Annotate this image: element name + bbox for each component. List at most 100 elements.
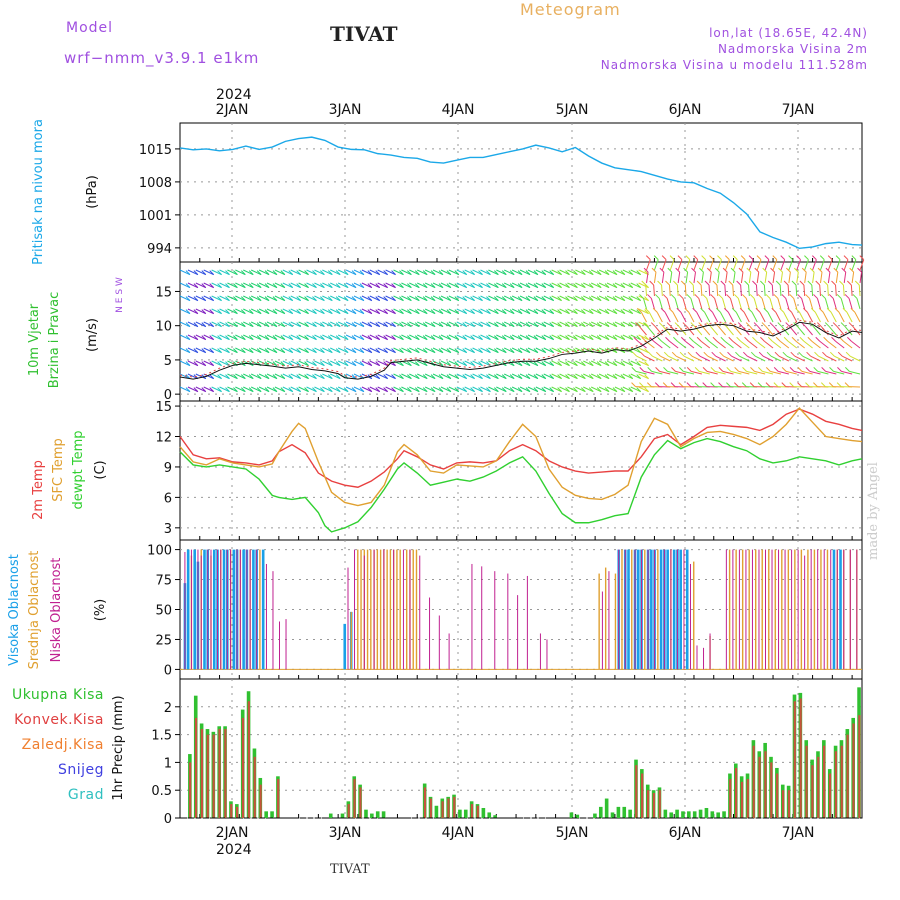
wind-barb-flag [680,336,686,342]
precip-total-bar [364,809,368,818]
wind-barb [519,308,531,315]
wind-barb [796,259,801,271]
wind-barb-flag [240,335,246,341]
wind-barb [707,355,718,362]
wind-barb [480,334,491,341]
y-tick-label: 0.5 [151,784,172,799]
wind-barb-flag [312,361,317,367]
wind-barb-flag [573,270,578,276]
wind-barb [432,347,444,354]
wind-barb [337,308,349,315]
wind-barb [575,386,586,393]
wind-barb [472,269,483,276]
wind-barb [748,272,752,284]
wind-barb-flag [454,387,460,393]
wind-barb-flag [304,296,309,302]
wind-barb-flag [256,374,262,380]
wind-barb-flag [827,255,833,261]
wind-barb-flag [233,348,238,354]
wind-barb-flag [517,335,523,341]
wind-barb [353,321,365,328]
wind-barb [472,282,483,289]
wind-barb-flag [272,387,278,393]
wind-barb-flag [604,322,610,328]
wind-barb [559,334,570,341]
wind-barb [543,347,554,354]
wind-barb-flag [209,335,215,341]
wind-barb [369,347,380,354]
wind-barb-flag [650,322,656,327]
wind-barb [337,269,349,276]
wind-barb [806,312,814,323]
wind-barb [432,282,444,289]
wind-barb-flag [240,322,246,328]
wind-barb-flag [775,280,781,286]
wind-barb-flag [240,283,246,289]
wind-barb-flag [233,335,238,341]
wind-barb-flag [686,382,692,387]
wind-barb [606,282,618,289]
wind-barb [353,269,365,276]
wind-barb [219,295,230,302]
wind-barb [843,272,847,284]
wind-barb [759,312,766,323]
wind-barb [583,321,594,328]
wind-barb [361,334,373,341]
wind-barb-flag [304,348,309,354]
wind-barb-flag [217,387,222,393]
wind-barb-flag [604,296,610,302]
wind-barb-flag [414,335,420,341]
wind-barb-flag [209,374,215,380]
wind-barb [314,282,325,289]
wind-barb-flag [359,270,365,276]
wind-barb-flag [718,366,724,372]
wind-barb [818,355,829,362]
day-label-bottom: 5JAN [556,825,589,841]
wind-barb [282,282,293,289]
wind-barb-flag [816,322,822,327]
precip-conv-bar [476,805,479,818]
wind-barb-flag [837,366,842,372]
wind-barb [856,298,861,310]
wind-barb-flag [762,267,768,273]
wind-barb [590,321,602,328]
wind-barb-flag [438,322,444,328]
model-altitude-label: Nadmorska Visina u modelu 111.528m [600,58,868,72]
wind-barb [211,269,222,276]
wind-barb [785,298,790,310]
wind-barb-flag [657,280,662,286]
wind-barb [551,308,562,315]
wind-barb-flag [686,294,692,299]
wind-barb [590,308,602,315]
wind-barb [817,370,829,375]
wind-barb [583,269,594,276]
wind-barb [179,282,191,289]
wind-barb-flag [517,283,523,289]
wind-barb-flag [343,270,349,276]
wind-barb-flag [696,280,702,286]
wind-barb [314,334,325,341]
wind-barb [635,370,647,375]
wind-barb [794,355,805,362]
wind-barb [726,326,734,336]
wind-barb-flag [486,296,491,302]
wind-barb [377,295,388,302]
wind-barb-flag [770,267,775,273]
wind-barb [456,321,467,328]
wind-barb [227,347,238,354]
wind-barb [409,334,420,341]
wind-barb [716,340,726,349]
wind-barb [322,308,333,315]
wind-barb-flag [573,387,578,393]
wind-barb-flag [851,255,857,261]
wind-barb [791,312,798,323]
wind-barb-flag [635,322,640,327]
wind-barb-flag [805,294,810,299]
wind-barb [606,308,618,315]
wind-barb-flag [217,374,222,380]
year-label-bottom: 2024 [216,842,252,858]
wind-barb-flag [351,322,357,328]
wind-compass: N E S W [115,277,125,313]
wind-barb-flag [596,361,602,367]
precip-total-bar [687,811,691,818]
